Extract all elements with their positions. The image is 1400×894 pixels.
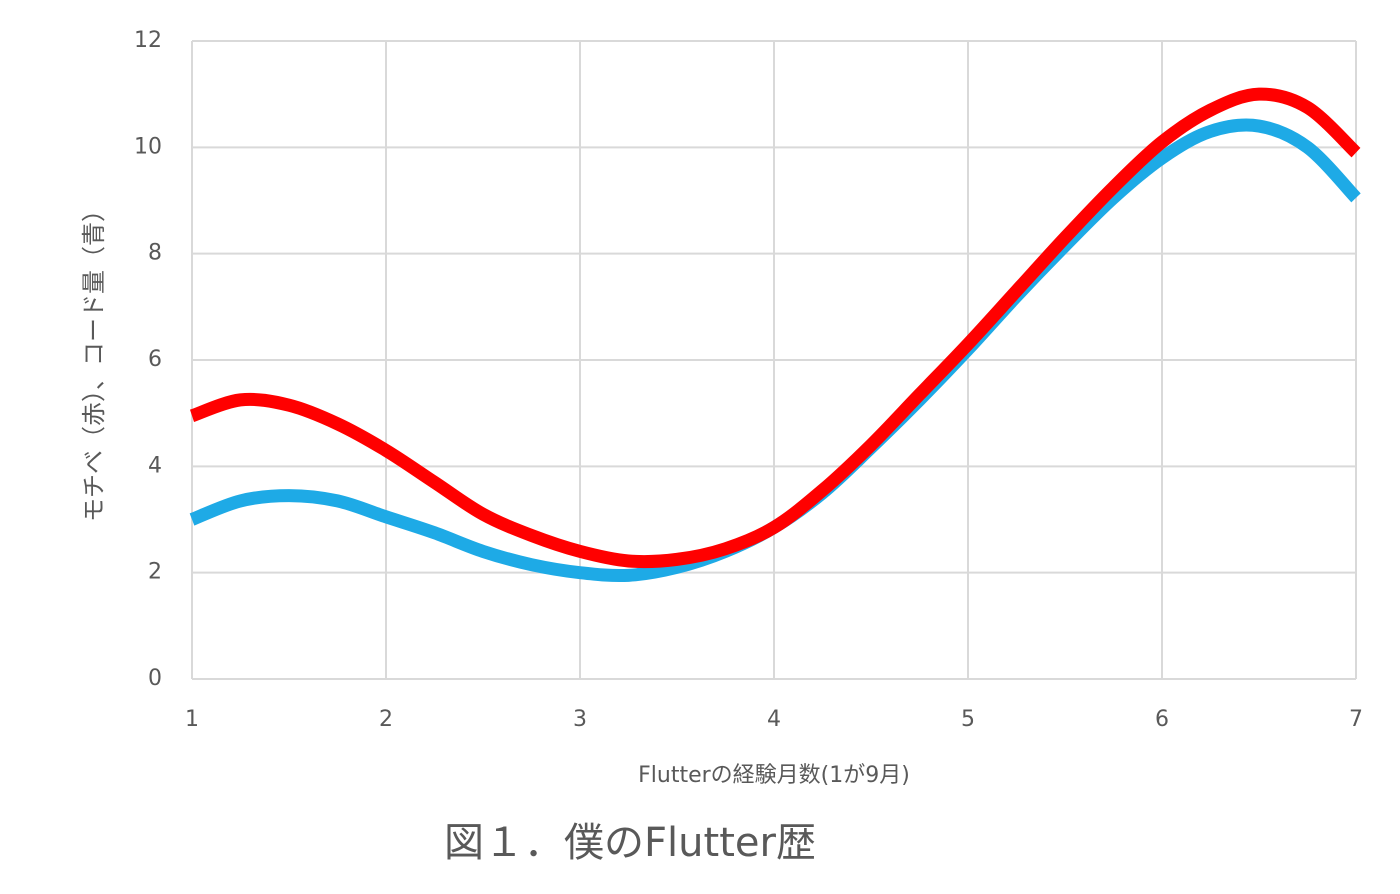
y-tick-label: 12 bbox=[134, 28, 162, 53]
x-axis-label: Flutterの経験月数(1が9月) bbox=[638, 763, 910, 788]
x-tick-label: 6 bbox=[1155, 707, 1169, 732]
y-tick-label: 10 bbox=[134, 134, 162, 159]
y-tick-label: 2 bbox=[148, 560, 162, 585]
x-tick-label: 4 bbox=[767, 707, 781, 732]
y-tick-label: 4 bbox=[148, 453, 162, 478]
series-line bbox=[189, 87, 1361, 569]
y-tick-label: 0 bbox=[148, 666, 162, 691]
y-tick-label: 6 bbox=[148, 347, 162, 372]
x-tick-label: 1 bbox=[185, 707, 199, 732]
y-tick-label: 8 bbox=[148, 241, 162, 266]
caption: 図１．僕のFlutter歴 bbox=[444, 820, 816, 866]
y-axis-label: モチベ（赤）、コード量（青） bbox=[80, 198, 108, 522]
x-tick-label: 7 bbox=[1349, 707, 1363, 732]
x-tick-label: 3 bbox=[573, 707, 587, 732]
x-tick-label: 2 bbox=[379, 707, 393, 732]
x-tick-label: 5 bbox=[961, 707, 975, 732]
